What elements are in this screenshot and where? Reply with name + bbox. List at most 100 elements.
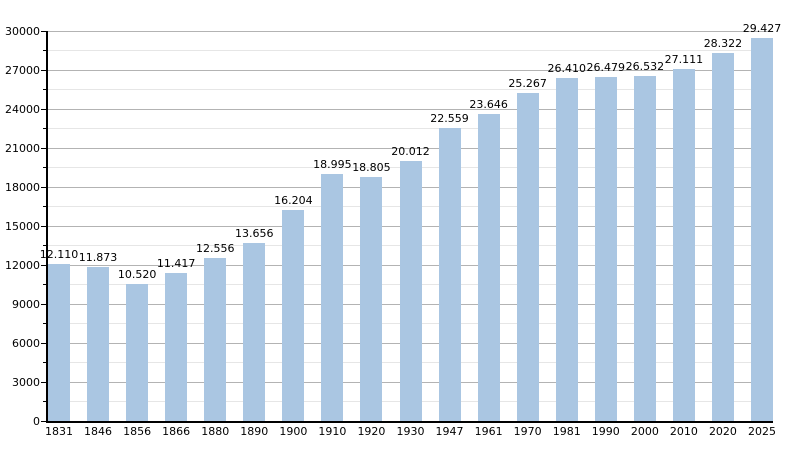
y-tick-label: 12000 — [5, 258, 40, 272]
gridline-major — [48, 108, 773, 110]
bar-value-label: 16.204 — [274, 194, 313, 208]
bar-value-label: 18.805 — [352, 160, 391, 174]
bar-value-label: 25.267 — [508, 76, 547, 90]
x-tick-label: 1981 — [552, 425, 581, 438]
y-major-tick — [41, 186, 47, 188]
x-axis-line — [46, 421, 773, 423]
x-tick-label: 2000 — [630, 425, 659, 438]
x-tick-label: 1880 — [201, 425, 230, 438]
y-major-tick — [41, 30, 47, 32]
bar-1981 — [555, 77, 578, 421]
gridline-minor — [48, 89, 773, 90]
bar-1890 — [243, 243, 266, 421]
bar-value-label: 26.532 — [625, 60, 665, 74]
y-major-tick — [41, 225, 47, 227]
bar-1880 — [204, 257, 227, 421]
x-tick-label: 1990 — [591, 425, 620, 438]
x-tick-label: 1831 — [45, 425, 73, 438]
bar-1930 — [399, 160, 422, 421]
y-major-tick — [41, 69, 47, 71]
x-tick-label: 2010 — [669, 425, 698, 438]
bar-value-label: 20.012 — [391, 144, 430, 158]
y-tick-label: 9000 — [12, 297, 40, 311]
y-minor-tick — [43, 245, 47, 246]
x-tick-label: 1947 — [435, 425, 464, 438]
bar-2025 — [751, 38, 773, 421]
y-major-tick — [41, 342, 47, 344]
y-minor-tick — [43, 401, 47, 402]
x-tick-label: 1910 — [318, 425, 347, 438]
bar-1990 — [594, 76, 617, 421]
y-minor-tick — [43, 89, 47, 90]
bar-value-label: 18.995 — [313, 158, 352, 172]
bar-1856 — [126, 284, 149, 421]
y-minor-tick — [43, 128, 47, 129]
bar-value-label: 26.479 — [586, 60, 626, 74]
x-tick-label: 2025 — [748, 425, 776, 438]
y-minor-tick — [43, 50, 47, 51]
gridline-major — [48, 69, 773, 71]
x-tick-label: 1866 — [162, 425, 191, 438]
bar-value-label: 12.110 — [39, 247, 79, 261]
x-tick-label: 2020 — [708, 425, 737, 438]
x-tick-label: 1920 — [357, 425, 386, 438]
y-major-tick — [41, 420, 47, 422]
bar-value-label: 29.427 — [742, 22, 782, 36]
gridline-minor — [48, 50, 773, 51]
y-tick-label: 21000 — [5, 141, 40, 155]
y-tick-label: 27000 — [5, 63, 40, 77]
y-major-tick — [41, 303, 47, 305]
bar-1831 — [48, 263, 70, 421]
y-tick-label: 30000 — [5, 24, 40, 38]
y-tick-label: 3000 — [12, 375, 40, 389]
bar-2020 — [711, 52, 734, 421]
gridline-major — [48, 147, 773, 149]
y-tick-label: 24000 — [5, 102, 40, 116]
bar-1846 — [87, 266, 110, 421]
x-tick-label: 1846 — [84, 425, 113, 438]
bar-2010 — [672, 68, 695, 421]
x-tick-label: 1930 — [396, 425, 425, 438]
y-minor-tick — [43, 167, 47, 168]
y-minor-tick — [43, 323, 47, 324]
y-tick-label: 18000 — [5, 180, 40, 194]
bar-value-label: 22.559 — [430, 111, 469, 125]
y-major-tick — [41, 264, 47, 266]
gridline-major — [48, 30, 773, 32]
bar-1947 — [438, 127, 461, 421]
y-minor-tick — [43, 362, 47, 363]
y-tick-label: 0 — [33, 414, 40, 428]
y-minor-tick — [43, 206, 47, 207]
y-tick-label: 6000 — [12, 336, 40, 350]
bar-1910 — [321, 174, 344, 421]
bar-value-label: 27.111 — [664, 52, 704, 66]
bar-value-label: 12.556 — [195, 241, 235, 255]
bar-1961 — [477, 113, 500, 421]
bar-value-label: 23.646 — [469, 97, 508, 111]
bar-value-label: 26.410 — [547, 61, 586, 75]
y-major-tick — [41, 108, 47, 110]
y-axis-line — [46, 31, 48, 423]
x-tick-label: 1890 — [240, 425, 269, 438]
bar-value-label: 11.873 — [78, 250, 118, 264]
y-minor-tick — [43, 284, 47, 285]
bar-1900 — [282, 210, 305, 421]
bar-value-label: 11.417 — [156, 256, 196, 270]
gridline-minor — [48, 128, 773, 129]
bar-1970 — [516, 92, 539, 421]
x-tick-label: 1900 — [279, 425, 308, 438]
bar-1866 — [165, 272, 188, 421]
bar-2000 — [633, 76, 656, 421]
y-major-tick — [41, 147, 47, 149]
x-tick-label: 1961 — [474, 425, 503, 438]
x-tick-label: 1970 — [513, 425, 542, 438]
y-major-tick — [41, 381, 47, 383]
plot-area: 12.110 11.873 10.520 11.417 12.556 13.656 16.2… — [40, 23, 781, 421]
x-tick-label: 1856 — [123, 425, 152, 438]
bar-1920 — [360, 176, 383, 421]
y-tick-label: 15000 — [5, 219, 40, 233]
bar-value-label: 28.322 — [703, 36, 743, 50]
bar-value-label: 13.656 — [235, 227, 274, 241]
bar-value-label: 10.520 — [117, 268, 157, 282]
